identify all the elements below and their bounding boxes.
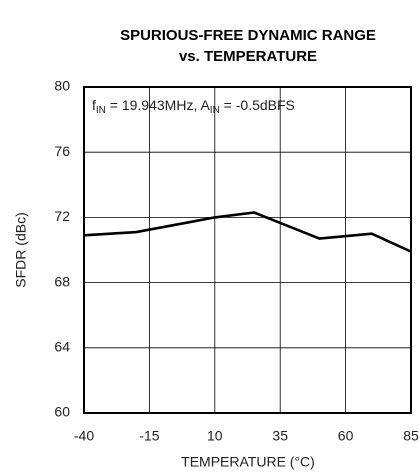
y-tick-label: 64 — [54, 339, 70, 355]
x-tick-label: 35 — [272, 428, 288, 444]
annotation-part: f — [92, 97, 96, 113]
x-tick-label: 85 — [403, 428, 419, 444]
plot-frame — [83, 86, 412, 414]
x-axis-label: TEMPERATURE (°C) — [181, 454, 315, 470]
y-axis-label: SFDR (dBc) — [13, 212, 29, 287]
annotation-part: = -0.5dBFS — [220, 97, 295, 113]
chart-title: vs. TEMPERATURE — [179, 48, 317, 65]
annotation-part: IN — [96, 105, 106, 116]
y-tick-label: 68 — [54, 273, 70, 289]
x-tick-label: 60 — [338, 428, 354, 444]
x-tick-label: 10 — [207, 428, 223, 444]
y-tick-label: 60 — [54, 404, 70, 420]
y-tick-label: 80 — [54, 78, 70, 94]
annotation: fIN = 19.943MHz, AIN = -0.5dBFS — [92, 97, 295, 116]
x-tick-label: -40 — [74, 428, 94, 444]
x-tick-label: -15 — [139, 428, 159, 444]
data-line — [83, 211, 412, 253]
y-tick-label: 72 — [54, 208, 70, 224]
annotation-part: = 19.943MHz, A — [106, 97, 211, 113]
chart-title: SPURIOUS-FREE DYNAMIC RANGE — [120, 27, 376, 44]
y-tick-label: 76 — [54, 143, 70, 159]
